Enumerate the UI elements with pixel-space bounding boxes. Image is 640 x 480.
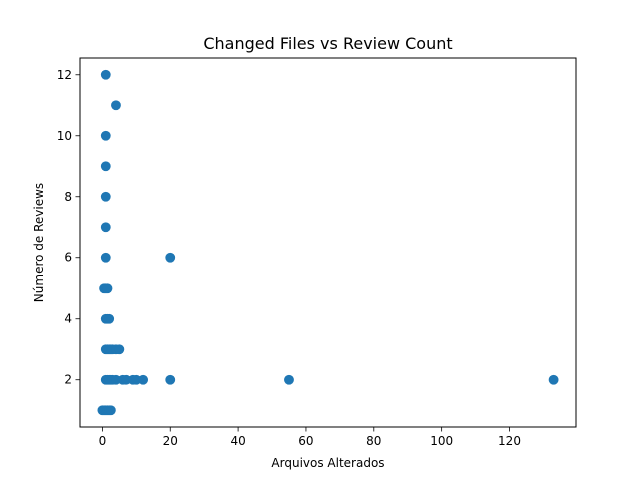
- y-tick-label: 4: [64, 312, 72, 326]
- data-point: [100, 69, 111, 80]
- data-point: [114, 344, 125, 355]
- data-point: [104, 313, 115, 324]
- data-point: [121, 374, 132, 385]
- y-axis-ticks: 2 4 6 8 10 12: [57, 68, 80, 387]
- data-point: [102, 283, 113, 294]
- y-tick-label: 10: [57, 129, 72, 143]
- chart-title: Changed Files vs Review Count: [203, 34, 452, 53]
- x-tick-label: 100: [430, 434, 453, 448]
- data-point: [105, 405, 116, 416]
- data-point: [548, 374, 559, 385]
- data-point: [111, 374, 121, 385]
- data-point: [165, 252, 176, 263]
- y-tick-label: 8: [64, 190, 72, 204]
- data-point: [100, 161, 111, 172]
- x-axis-ticks: 0 20 40 60 80 100 120: [99, 427, 521, 448]
- data-point: [111, 100, 121, 111]
- x-tick-label: 0: [99, 434, 107, 448]
- data-point: [100, 222, 111, 233]
- y-tick-label: 12: [57, 68, 72, 82]
- x-tick-label: 120: [498, 434, 521, 448]
- x-axis-title: Arquivos Alterados: [271, 456, 384, 470]
- data-point: [284, 374, 294, 385]
- x-tick-label: 20: [163, 434, 178, 448]
- data-point: [100, 191, 111, 202]
- data-points: [97, 69, 559, 416]
- y-tick-label: 6: [64, 251, 72, 265]
- x-tick-label: 80: [366, 434, 381, 448]
- plot-frame: [79, 57, 577, 428]
- data-point: [165, 374, 176, 385]
- x-tick-label: 60: [298, 434, 313, 448]
- data-point: [138, 374, 149, 385]
- x-tick-label: 40: [230, 434, 245, 448]
- data-point: [100, 130, 111, 141]
- data-point: [100, 252, 111, 263]
- y-tick-label: 2: [64, 373, 72, 387]
- data-point: [131, 374, 142, 385]
- y-axis-title: Número de Reviews: [32, 183, 46, 302]
